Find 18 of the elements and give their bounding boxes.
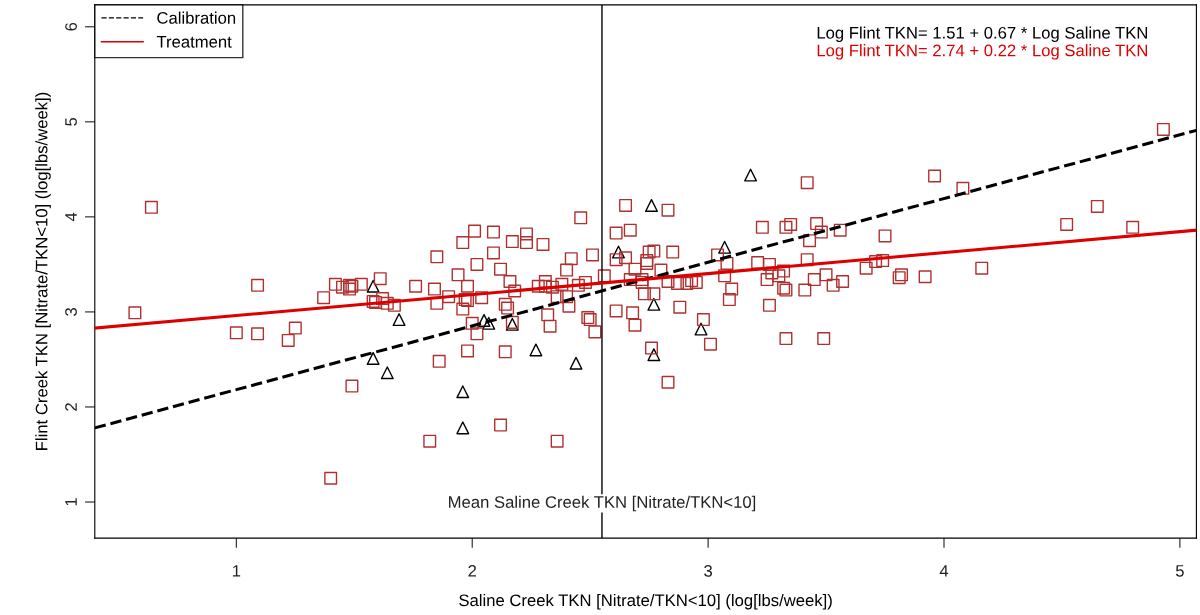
x-tick-label: 3 <box>704 564 713 577</box>
y-tick-label: 6 <box>65 22 77 31</box>
y-tick-label: 1 <box>65 498 77 506</box>
legend-label: Calibration <box>157 11 236 24</box>
ref-line-label: Mean Saline Creek TKN [Nitrate/TKN<10] <box>449 495 756 512</box>
y-tick-label: 5 <box>65 117 77 126</box>
y-tick-label: 2 <box>65 403 77 411</box>
y-axis-title: Flint Creek TKN [Nitrate/TKN<10] (log[lbs/week]) <box>35 92 51 450</box>
x-tick-label: 1 <box>232 565 241 577</box>
annotation: Log Flint TKN= 2.74 + 0.22 * Log Saline TKN <box>817 44 1148 60</box>
x-axis-title: Saline Creek TKN [Nitrate/TKN<10] (log[lbs/week]) <box>459 593 832 610</box>
y-tick-label: 3 <box>65 308 77 316</box>
x-tick-label: 2 <box>468 564 477 577</box>
x-tick-label: 4 <box>939 565 949 577</box>
legend-label: Treatment <box>156 36 232 48</box>
y-tick-label: 4 <box>65 212 77 222</box>
x-tick-label: 5 <box>1175 565 1184 577</box>
annotation: Log Flint TKN= 1.51 + 0.67 * Log Saline TKN <box>817 26 1148 43</box>
